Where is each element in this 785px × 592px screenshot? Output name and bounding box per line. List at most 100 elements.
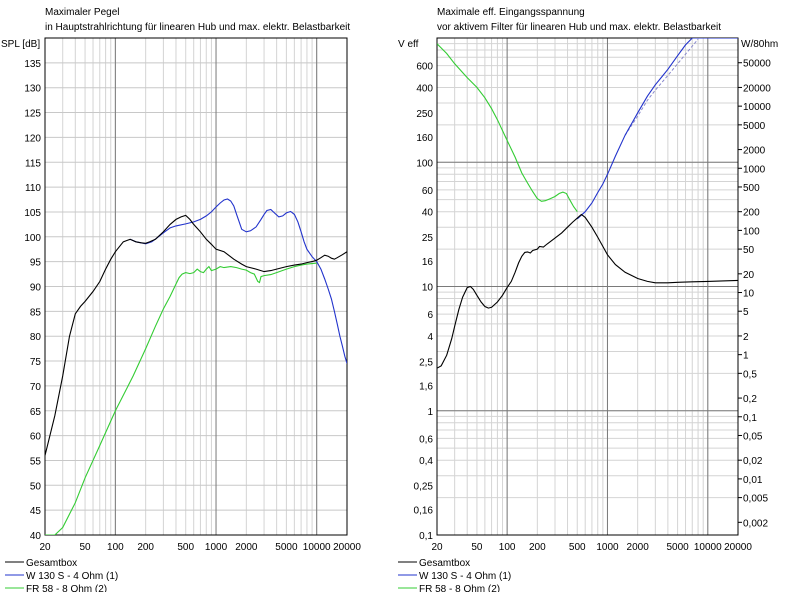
- x-tick-label: 500: [177, 542, 194, 553]
- y2-tick-label: 50: [743, 245, 755, 256]
- y-tick-label: 95: [30, 258, 42, 269]
- y-tick-label: 105: [24, 208, 41, 219]
- x-tick-label: 20000: [333, 542, 361, 553]
- x-tick-label: 5000: [666, 542, 689, 553]
- y-tick-label: 1,6: [419, 381, 433, 392]
- y-tick-label: 50: [30, 481, 42, 492]
- y-tick-label: 60: [422, 186, 434, 197]
- y-tick-label: 0,16: [414, 506, 434, 517]
- y-tick-label: 135: [24, 59, 41, 70]
- series-line-gesamtbox: [45, 214, 347, 456]
- x-tick-label: 500: [569, 542, 586, 553]
- y2-tick-label: 5000: [743, 121, 766, 132]
- right-y-axis-label: V eff: [398, 39, 419, 50]
- y-tick-label: 90: [30, 283, 42, 294]
- x-tick-label: 2000: [627, 542, 650, 553]
- x-tick-label: 50: [79, 542, 91, 553]
- x-tick-label: 2000: [235, 542, 258, 553]
- y2-tick-label: 50000: [743, 59, 771, 70]
- y-tick-label: 2,5: [419, 357, 433, 368]
- y-tick-label: 130: [24, 84, 41, 95]
- y-tick-label: 125: [24, 109, 41, 120]
- x-tick-label: 20000: [724, 542, 752, 553]
- series-line-w130s: [576, 38, 738, 220]
- y-tick-label: 80: [30, 332, 42, 343]
- series-line-fr58: [45, 262, 317, 535]
- y-tick-label: 600: [416, 62, 433, 73]
- y2-tick-label: 2: [743, 332, 749, 343]
- left-y-axis-label: SPL [dB]: [1, 39, 40, 50]
- y2-tick-label: 0,1: [743, 413, 757, 424]
- y2-tick-label: 20000: [743, 83, 771, 94]
- legend-label-gesamtbox: Gesamtbox: [26, 558, 77, 569]
- right-chart-subtitle: vor aktivem Filter für linearen Hub und …: [437, 22, 721, 33]
- y-tick-label: 250: [416, 109, 433, 120]
- y2-tick-label: 2000: [743, 146, 766, 157]
- x-tick-label: 5000: [275, 542, 298, 553]
- y2-tick-label: 10: [743, 289, 755, 300]
- x-tick-label: 1000: [205, 542, 228, 553]
- right-chart-title: Maximale eff. Eingangsspannung: [437, 7, 585, 18]
- y2-tick-label: 200: [743, 208, 760, 219]
- legend-label-gesamtbox-right: Gesamtbox: [419, 558, 470, 569]
- y2-tick-label: 0,05: [743, 431, 763, 442]
- y-tick-label: 120: [24, 133, 41, 144]
- right-y2-axis-label: W/80hm: [741, 39, 778, 50]
- left-chart-title: Maximaler Pegel: [45, 7, 119, 18]
- y-tick-label: 85: [30, 307, 42, 318]
- y-tick-label: 6: [427, 310, 433, 321]
- series-line-fr58: [437, 43, 578, 213]
- y-tick-label: 1: [427, 407, 433, 418]
- y2-tick-label: 0,002: [743, 518, 768, 529]
- x-tick-label: 100: [107, 542, 124, 553]
- y-tick-label: 10: [422, 283, 434, 294]
- right-plot-area: 20 50 100 200 500 1000 2000 5000 10000 200000,10,…: [414, 37, 771, 553]
- y2-tick-label: 1000: [743, 164, 766, 175]
- y-tick-label: 55: [30, 456, 42, 467]
- x-tick-label: 10000: [694, 542, 722, 553]
- y-tick-label: 65: [30, 407, 42, 418]
- plot-frame: [436, 37, 739, 536]
- plot-frame: [44, 37, 348, 536]
- y-tick-label: 115: [25, 158, 41, 169]
- y-tick-label: 100: [24, 233, 41, 244]
- x-tick-label: 20: [431, 542, 443, 553]
- y-tick-label: 400: [416, 83, 433, 94]
- y-tick-label: 70: [30, 382, 42, 393]
- y-tick-label: 45: [30, 506, 42, 517]
- series-line-gesamtbox: [437, 213, 738, 369]
- y2-tick-label: 0,01: [743, 475, 763, 486]
- right-legend: Gesamtbox W 130 S - 4 Ohm (1) FR 58 - 8 …: [398, 558, 511, 592]
- y-tick-label: 110: [25, 183, 41, 194]
- y-tick-label: 100: [416, 158, 433, 169]
- left-plot-area: 20 50 100 200 500 1000 2000 5000 10000 20000 40 45 5…: [24, 37, 361, 553]
- y2-tick-label: 0,02: [743, 456, 763, 467]
- y2-tick-label: 0,5: [743, 369, 757, 380]
- y2-tick-label: 500: [743, 183, 760, 194]
- left-chart-subtitle: in Hauptstrahlrichtung für linearen Hub …: [45, 22, 350, 33]
- x-tick-label: 50: [471, 542, 483, 553]
- y-tick-label: 4: [427, 332, 433, 343]
- y-tick-label: 25: [422, 233, 434, 244]
- series-line-w130s: [129, 198, 347, 364]
- y2-tick-label: 20: [743, 270, 755, 281]
- x-tick-label: 200: [529, 542, 546, 553]
- y2-tick-label: 0,2: [743, 394, 757, 405]
- y-tick-label: 160: [416, 133, 433, 144]
- x-tick-label: 200: [137, 542, 154, 553]
- y2-tick-label: 1: [743, 351, 749, 362]
- y-tick-label: 60: [30, 432, 42, 443]
- legend-label-w130s-right: W 130 S - 4 Ohm (1): [419, 571, 511, 582]
- x-tick-label: 100: [499, 542, 516, 553]
- legend-label-fr58: FR 58 - 8 Ohm (2): [26, 584, 107, 592]
- left-legend: Gesamtbox W 130 S - 4 Ohm (1) FR 58 - 8 …: [5, 558, 118, 592]
- legend-label-fr58-right: FR 58 - 8 Ohm (2): [419, 584, 500, 592]
- x-tick-label: 20: [39, 542, 51, 553]
- y-tick-label: 0,6: [419, 434, 433, 445]
- y-tick-label: 0,4: [419, 456, 433, 467]
- y2-tick-label: 5: [743, 307, 749, 318]
- y-tick-label: 40: [422, 208, 434, 219]
- y-tick-label: 40: [30, 531, 42, 542]
- legend-label-w130s: W 130 S - 4 Ohm (1): [26, 571, 118, 582]
